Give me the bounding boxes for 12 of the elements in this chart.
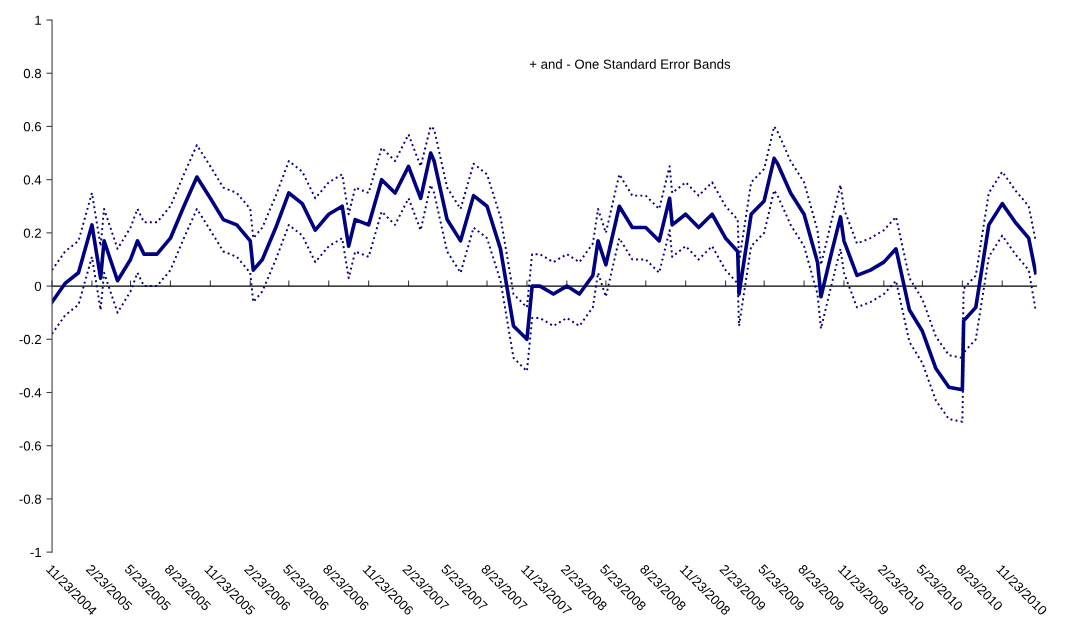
y-tick-label: 0.4 [23, 175, 42, 185]
y-tick-label: -0.6 [19, 441, 42, 451]
y-tick-label: 0 [34, 281, 42, 291]
y-tick-label: 0.6 [23, 122, 42, 132]
annotation: + and - One Standard Error Bands [529, 59, 731, 69]
y-tick-label: -1 [30, 547, 41, 557]
y-tick-label: -0.8 [19, 494, 42, 504]
y-tick-label: 0.2 [23, 228, 41, 238]
y-tick-label: -0.4 [19, 388, 42, 398]
y-tick-label: 1 [35, 15, 41, 25]
y-tick-label: 0.8 [23, 68, 42, 79]
y-tick-label: -0.2 [19, 334, 41, 345]
